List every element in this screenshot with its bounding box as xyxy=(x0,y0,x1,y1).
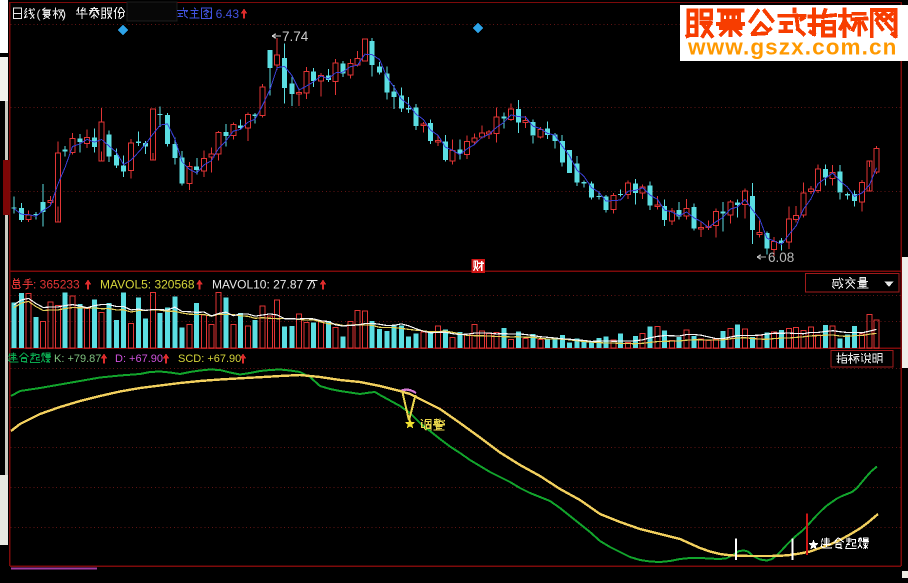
svg-text:D: +67.90: D: +67.90 xyxy=(115,353,163,365)
svg-text:: 365233: : 365233 xyxy=(33,278,80,292)
svg-text:K: +79.87: K: +79.87 xyxy=(54,353,101,365)
svg-text:MAVOL10: 27.87: MAVOL10: 27.87 xyxy=(212,278,303,292)
svg-text:): ) xyxy=(62,7,66,21)
svg-text:: 6.43: : 6.43 xyxy=(209,7,239,21)
svg-text:(: ( xyxy=(37,7,41,21)
svg-text:6.08: 6.08 xyxy=(768,250,794,265)
svg-text:www.gszx.com.cn: www.gszx.com.cn xyxy=(687,35,897,60)
svg-text:7.74: 7.74 xyxy=(282,29,309,44)
svg-text:SCD: +67.90: SCD: +67.90 xyxy=(178,353,241,365)
svg-text:MAVOL5: 320568: MAVOL5: 320568 xyxy=(100,278,195,292)
